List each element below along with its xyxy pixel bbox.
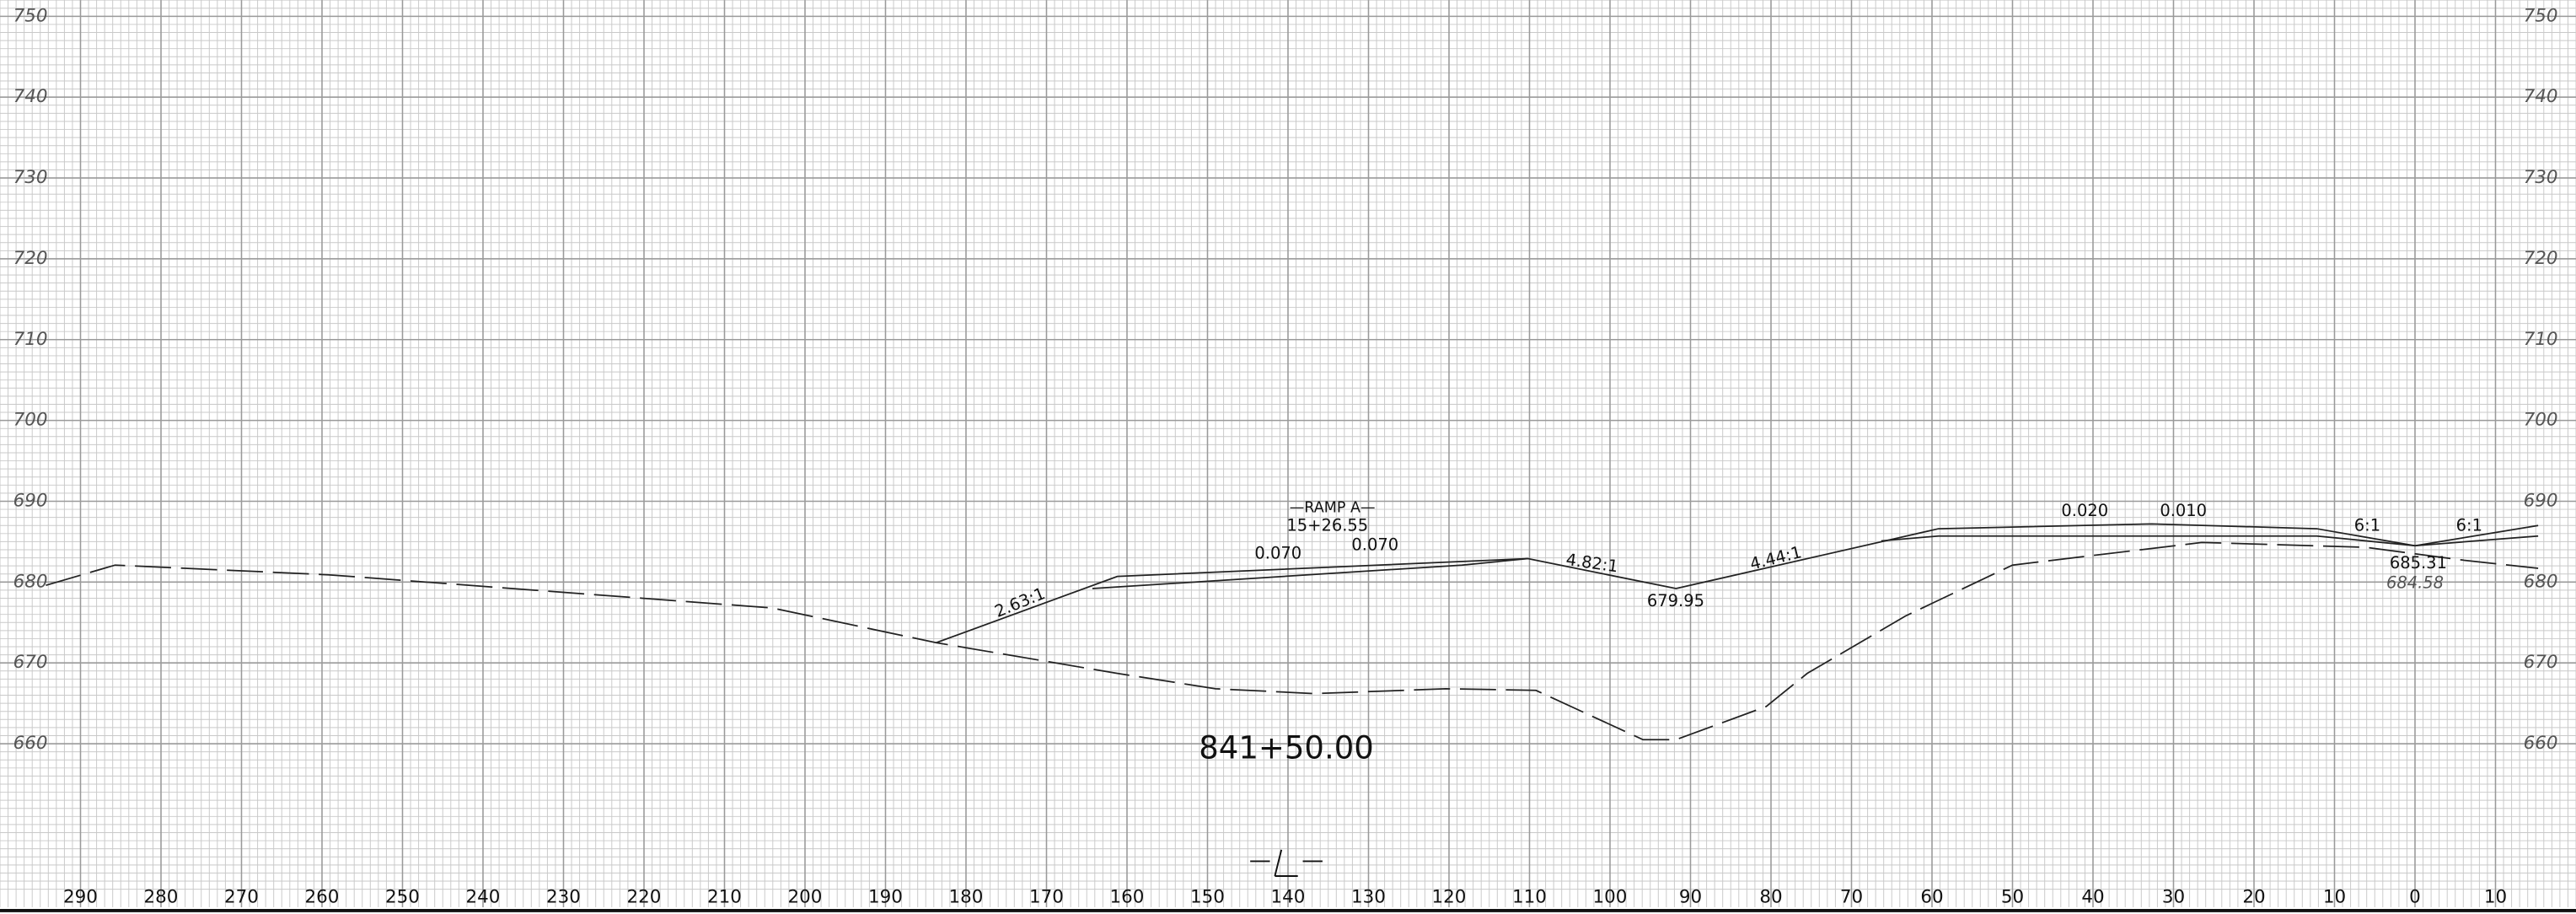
annotation: 685.31	[2390, 553, 2447, 573]
x-tick-label: 110	[1512, 886, 1547, 907]
x-tick-label: 40	[2081, 886, 2104, 907]
profile-line	[936, 523, 2539, 644]
y-tick-label-right: 720	[2524, 248, 2558, 269]
profile-line	[46, 541, 2539, 741]
x-tick-label: 150	[1190, 886, 1225, 907]
annotation: 0.020	[2061, 501, 2108, 520]
annotation: 0.010	[2160, 501, 2207, 520]
annotation: 0.070	[1351, 535, 1398, 555]
y-tick-label-right: 670	[2524, 652, 2558, 673]
y-tick-label-right: 660	[2524, 733, 2558, 754]
y-tick-label: 660	[13, 733, 48, 754]
x-tick-label: 30	[2162, 886, 2185, 907]
y-tick-label: 680	[13, 571, 48, 592]
y-tick-label: 730	[13, 167, 48, 188]
x-tick-label: 50	[2001, 886, 2024, 907]
x-tick-label: 190	[868, 886, 903, 907]
x-tick-label: 170	[1029, 886, 1064, 907]
annotation: —RAMP A—	[1290, 499, 1376, 516]
annotation: 684.58	[2386, 573, 2444, 593]
x-tick-label: 20	[2242, 886, 2265, 907]
annotation: 0.070	[1254, 543, 1301, 562]
x-tick-label: 210	[707, 886, 742, 907]
labels: 290 280 270 260 250 240 230 220 210 200 190 180 170 1…	[13, 5, 2558, 907]
y-tick-label: 670	[13, 652, 48, 673]
y-tick-label-right: 690	[2524, 490, 2558, 511]
x-tick-label: 0	[2409, 886, 2421, 907]
x-tick-label: 270	[224, 886, 259, 907]
y-tick-label-right: 740	[2524, 86, 2558, 107]
annotation: 6:1	[2354, 515, 2380, 535]
centerline-symbol	[1250, 849, 1323, 877]
y-tick-label-right: 680	[2524, 571, 2558, 592]
x-tick-label: 260	[305, 886, 340, 907]
plot	[46, 523, 2539, 741]
x-tick-label: 60	[1920, 886, 1943, 907]
y-tick-label: 690	[13, 490, 48, 511]
x-tick-label: 290	[63, 886, 98, 907]
annotation: 679.95	[1647, 591, 1704, 610]
x-tick-label: 70	[1840, 886, 1863, 907]
x-tick-label: 230	[546, 886, 581, 907]
x-tick-label: 10	[2484, 886, 2507, 907]
x-tick-label: 90	[1679, 886, 1702, 907]
x-tick-label: 130	[1351, 886, 1386, 907]
x-tick-label: 200	[788, 886, 823, 907]
annotation: 15+26.55	[1286, 515, 1368, 535]
y-tick-label-right: 750	[2524, 5, 2558, 26]
y-tick-label-right: 710	[2524, 329, 2558, 350]
y-tick-label: 710	[13, 329, 48, 350]
x-tick-label: 250	[385, 886, 420, 907]
annotation: 6:1	[2456, 515, 2482, 535]
annotation: 841+50.00	[1199, 729, 1374, 766]
profile-line	[1092, 535, 2539, 589]
x-tick-label: 100	[1593, 886, 1628, 907]
x-tick-label: 140	[1271, 886, 1306, 907]
x-tick-label: 240	[466, 886, 501, 907]
y-tick-label-right: 730	[2524, 167, 2558, 188]
y-tick-label: 720	[13, 248, 48, 269]
x-tick-label: 80	[1759, 886, 1782, 907]
y-tick-label: 700	[13, 410, 48, 431]
x-tick-label: 160	[1110, 886, 1145, 907]
x-tick-label: 280	[144, 886, 179, 907]
y-tick-label: 750	[13, 5, 48, 26]
y-tick-label: 740	[13, 86, 48, 107]
x-tick-label: 220	[627, 886, 662, 907]
y-tick-label-right: 700	[2524, 410, 2558, 431]
x-tick-label: 10	[2323, 886, 2346, 907]
x-tick-label: 180	[949, 886, 984, 907]
x-tick-label: 120	[1432, 886, 1467, 907]
